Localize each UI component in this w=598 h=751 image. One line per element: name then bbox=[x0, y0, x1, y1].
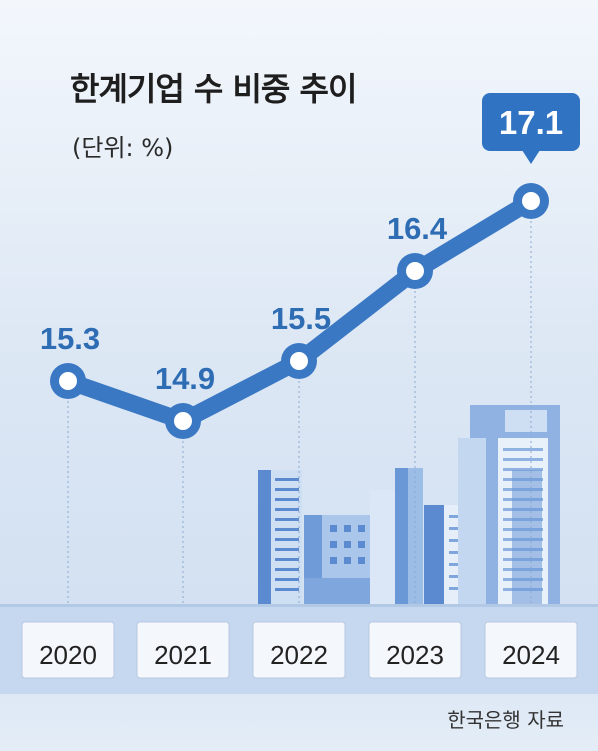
year-box-2023 bbox=[368, 621, 462, 679]
year-box-2024 bbox=[484, 621, 578, 679]
x-tick-label-2021: 2021 bbox=[154, 640, 212, 670]
unit-label: (단위: %) bbox=[72, 134, 174, 162]
x-tick-label-2020: 2020 bbox=[39, 640, 97, 670]
x-axis-year-boxes: 2020 2021 2022 2023 2024 bbox=[21, 621, 578, 679]
source-credit: 한국은행 자료 bbox=[447, 708, 564, 732]
ground-edge bbox=[0, 604, 598, 607]
data-points bbox=[50, 183, 549, 439]
data-labels: 15.3 14.9 15.5 16.4 bbox=[40, 211, 448, 396]
city-buildings-illustration bbox=[258, 405, 560, 606]
data-point-2023 bbox=[406, 262, 424, 280]
data-label-2020: 15.3 bbox=[40, 321, 100, 356]
year-box-2021 bbox=[136, 621, 230, 679]
callout-box bbox=[482, 93, 580, 151]
year-box-2020 bbox=[21, 621, 115, 679]
data-label-2021: 14.9 bbox=[155, 361, 215, 396]
data-label-2023: 16.4 bbox=[387, 211, 448, 246]
dotted-guides bbox=[67, 221, 532, 604]
data-point-2021 bbox=[174, 412, 192, 430]
callout-pointer bbox=[522, 150, 540, 164]
chart-title: 한계기업 수 비중 추이 bbox=[70, 70, 357, 108]
data-label-2022: 15.5 bbox=[271, 301, 331, 336]
data-point-2020 bbox=[59, 372, 77, 390]
year-box-2022 bbox=[252, 621, 346, 679]
data-point-2024 bbox=[522, 192, 540, 210]
x-tick-label-2024: 2024 bbox=[502, 640, 560, 670]
data-label-2024: 17.1 bbox=[499, 104, 563, 141]
highlight-callout: 17.1 bbox=[482, 93, 580, 164]
x-tick-label-2022: 2022 bbox=[270, 640, 328, 670]
x-tick-label-2023: 2023 bbox=[386, 640, 444, 670]
data-point-2022 bbox=[290, 352, 308, 370]
